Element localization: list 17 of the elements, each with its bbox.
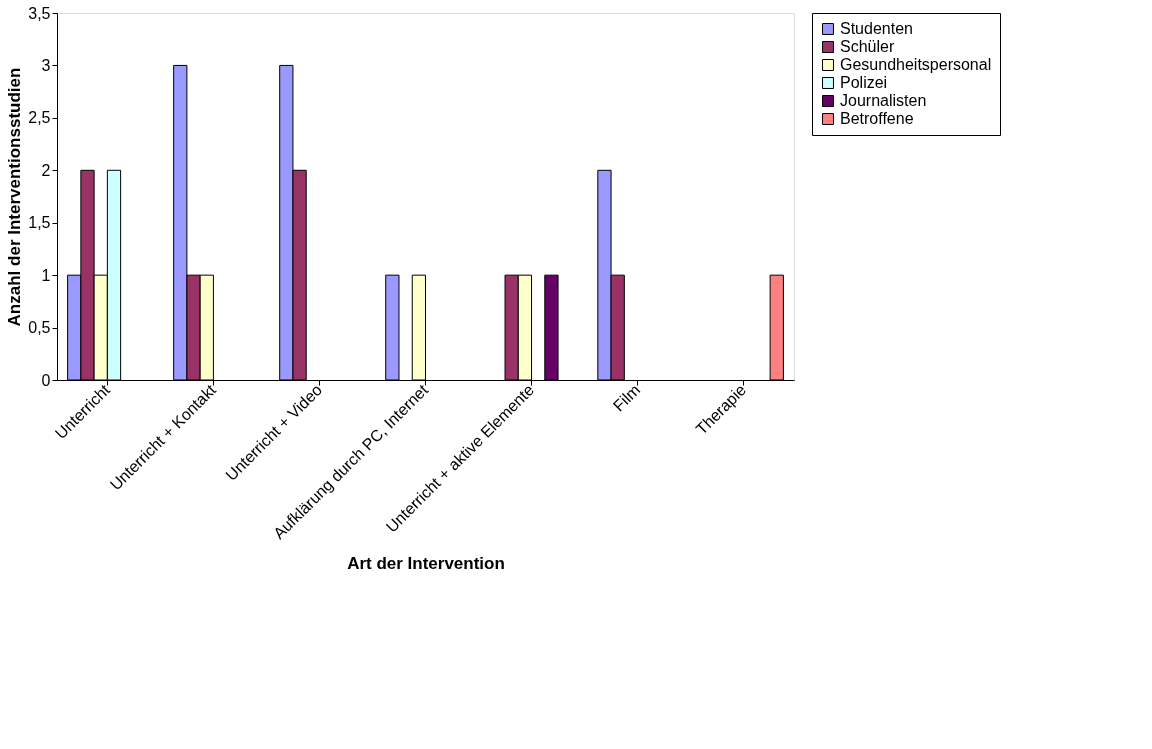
legend-label: Studenten (840, 20, 913, 37)
legend-label: Journalisten (840, 92, 927, 109)
y-axis-title: Anzahl der Interventionsstudien (5, 67, 25, 327)
y-tick-label: 3,5 (28, 4, 51, 22)
y-tick-label: 1 (41, 266, 51, 284)
y-tick-label: 0 (41, 371, 51, 389)
legend-label: Polizei (840, 74, 888, 91)
legend-label: Betroffene (840, 110, 914, 127)
y-tick-label: 2,5 (28, 109, 51, 127)
y-tick-label: 0,5 (28, 319, 51, 337)
x-tick-label: Film (609, 381, 644, 415)
legend-label: Gesundheitspersonal (840, 56, 992, 73)
y-tick-label: 3 (41, 56, 51, 74)
y-tick-label: 2 (41, 161, 51, 179)
y-tick-label: 1,5 (28, 214, 51, 232)
x-axis-title: Art der Intervention (347, 554, 505, 574)
legend-label: Schüler (840, 38, 895, 55)
